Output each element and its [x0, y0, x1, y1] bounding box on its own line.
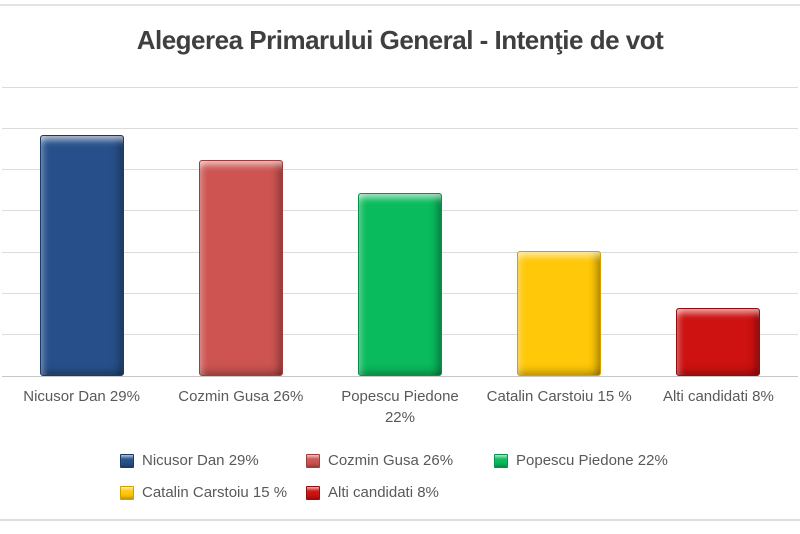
x-axis-label: Popescu Piedone 22%: [341, 388, 459, 426]
top-divider: [0, 4, 800, 6]
bar-column: [2, 88, 161, 376]
legend-label: Popescu Piedone 22%: [516, 452, 668, 469]
bar-column: [639, 88, 798, 376]
legend-item: Catalin Carstoiu 15 %: [120, 482, 306, 503]
legend-item: Popescu Piedone 22%: [494, 450, 668, 471]
x-axis-label: Alti candidati 8%: [662, 388, 774, 405]
x-axis-label: Nicusor Dan 29%: [23, 388, 140, 405]
legend-swatch-icon: [494, 453, 508, 468]
legend-label: Catalin Carstoiu 15 %: [142, 484, 288, 501]
legend-swatch-icon: [306, 485, 320, 500]
gridline-35pct: [2, 87, 798, 88]
legend-label: Nicusor Dan 29%: [142, 452, 259, 469]
bar-series-1: [198, 160, 283, 376]
bottom-divider: [0, 519, 800, 521]
bar-column: [161, 88, 320, 376]
bar-column: [320, 88, 479, 376]
bar-series-2: [357, 192, 442, 376]
bar-column: [480, 88, 639, 376]
legend-item: Alti candidati 8%: [306, 482, 494, 503]
legend: Nicusor Dan 29% Cozmin Gusa 26% Popescu Pi…: [120, 450, 668, 503]
legend-label: Alti candidati 8%: [328, 484, 439, 501]
bar-series-4: [676, 308, 761, 376]
gridline-25pct: [2, 169, 798, 171]
gridline-30pct: [2, 128, 798, 130]
legend-swatch-icon: [306, 453, 320, 468]
x-axis-line: [2, 376, 798, 377]
x-axis-label: Catalin Carstoiu 15 %: [486, 388, 632, 405]
legend-label: Cozmin Gusa 26%: [328, 452, 454, 469]
x-axis-labels: Nicusor Dan 29% Cozmin Gusa 26% Popescu Pi…: [2, 386, 798, 442]
legend-swatch-icon: [120, 453, 134, 468]
bar-series-3: [517, 250, 602, 376]
plot-area: [2, 87, 798, 377]
legend-swatch-icon: [120, 485, 134, 500]
legend-item: Nicusor Dan 29%: [120, 450, 306, 471]
legend-item: Cozmin Gusa 26%: [306, 450, 494, 471]
x-axis-label: Cozmin Gusa 26%: [178, 388, 304, 405]
chart-title: Alegerea Primarului General - Intenţie d…: [136, 25, 664, 55]
bar-series-0: [39, 135, 124, 376]
